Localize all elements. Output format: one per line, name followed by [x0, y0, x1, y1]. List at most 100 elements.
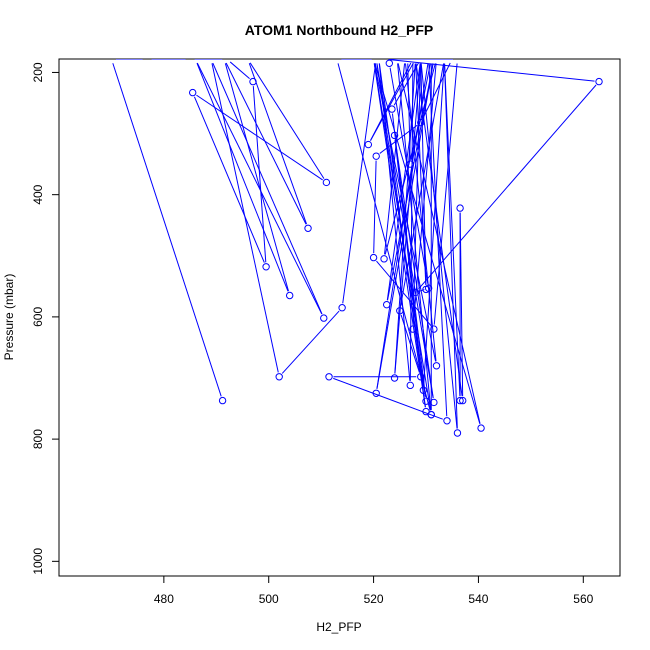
series-line-segment [211, 63, 279, 373]
series-line-segment [418, 84, 597, 290]
data-point [417, 118, 425, 127]
x-tick-label: 560 [573, 592, 593, 606]
data-point [369, 253, 378, 262]
series-line-segment [252, 86, 267, 263]
series-line-segment [112, 63, 222, 397]
x-axis-label: H2_PFP [316, 620, 361, 634]
data-point [406, 160, 414, 168]
series-line-segment [193, 96, 265, 263]
y-axis: 200 400 600 800 1000 [31, 62, 59, 575]
series-line-segment [407, 63, 411, 160]
y-tick-label: 800 [31, 429, 45, 449]
series-line-segment [444, 63, 458, 429]
series-line-segment [373, 160, 377, 254]
data-point [430, 398, 438, 407]
series-line-segment [400, 63, 445, 307]
data-point [409, 325, 417, 333]
data-point [364, 140, 373, 149]
series-line-segment [337, 63, 431, 411]
series-line-segment [224, 63, 289, 292]
series-line-segment [410, 63, 431, 160]
series-line-segment [459, 212, 464, 397]
data-series [112, 59, 603, 437]
data-point [320, 314, 328, 322]
series-line-segment [423, 63, 445, 386]
data-point [372, 389, 380, 397]
data-point [411, 288, 420, 297]
series-line-segment [422, 62, 451, 119]
data-point [417, 373, 425, 381]
series-line-segment [212, 62, 323, 315]
data-point [390, 131, 399, 140]
series-line-segment [379, 124, 418, 154]
series-line-segment [248, 63, 308, 225]
data-point [419, 386, 428, 394]
series-line-segment [281, 310, 340, 374]
y-tick-label: 1000 [31, 548, 45, 575]
y-axis-label: Pressure (mbar) [2, 274, 16, 361]
data-point [338, 304, 346, 312]
y-tick-label: 400 [31, 184, 45, 204]
data-point [427, 410, 435, 419]
series-line-segment [196, 94, 323, 181]
data-point [396, 307, 404, 315]
series-line-segment [419, 289, 425, 292]
x-tick-label: 520 [364, 592, 384, 606]
data-point [388, 105, 396, 113]
series-line-segment [420, 63, 458, 429]
data-point [325, 373, 333, 381]
data-point [385, 59, 394, 67]
data-point [372, 152, 380, 160]
series-line-segment [415, 63, 463, 397]
series-line-segment [229, 61, 250, 80]
data-point [390, 374, 399, 382]
data-point [424, 284, 433, 292]
data-point [249, 77, 257, 86]
series-line-segment [389, 67, 429, 284]
series-line-segment [386, 63, 421, 301]
series-line-segment [433, 63, 458, 325]
data-point [262, 263, 270, 271]
x-axis: 480 500 520 540 560 [154, 576, 594, 606]
series-line-segment [397, 63, 432, 411]
series-line-segment [444, 63, 461, 397]
data-point [595, 77, 603, 86]
series-line-segment [373, 63, 437, 362]
series-line-segment [394, 63, 421, 374]
data-point [188, 88, 197, 97]
data-point [453, 429, 462, 437]
series-line-segment [376, 63, 426, 397]
series-line-segment [388, 59, 595, 82]
data-point [456, 396, 464, 405]
series-line-segment [196, 62, 289, 292]
series-line-segment [196, 62, 323, 315]
data-point [406, 381, 414, 390]
data-point [382, 300, 391, 309]
series-line-segment [412, 63, 422, 325]
x-tick-label: 500 [259, 592, 279, 606]
series-line-segment [342, 63, 377, 304]
x-tick-label: 480 [154, 592, 174, 606]
data-point [443, 417, 451, 425]
data-point [432, 362, 441, 370]
series-line-segment [393, 62, 419, 106]
series-line-segment [333, 377, 443, 420]
y-tick-label: 600 [31, 307, 45, 327]
series-line-segment [249, 62, 325, 179]
data-point [285, 291, 294, 300]
data-point [304, 224, 312, 232]
data-point [477, 424, 485, 432]
chart-title: ATOM1 Northbound H2_PFP [245, 22, 433, 38]
series-line-segment [225, 62, 307, 225]
series-line-segment [378, 63, 426, 408]
series-line-segment [397, 63, 481, 424]
y-tick-label: 200 [31, 62, 45, 82]
data-point [422, 397, 430, 405]
data-point [218, 396, 227, 405]
data-point [380, 255, 388, 263]
plot-frame [58, 58, 621, 577]
data-point [430, 325, 438, 333]
series-line-segment [370, 62, 414, 141]
x-tick-label: 540 [468, 592, 488, 606]
